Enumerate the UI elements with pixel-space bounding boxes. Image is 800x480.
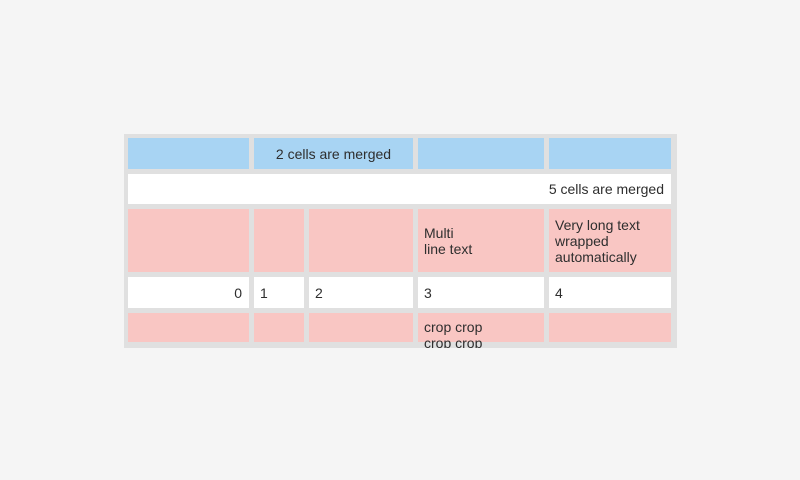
cell-merged-2cols[interactable]: 2 cells are merged xyxy=(254,138,413,169)
cell-cropped-text[interactable]: crop crop crop crop xyxy=(418,313,544,348)
cell-r5c2[interactable] xyxy=(254,313,304,342)
cell-value-3[interactable]: 3 xyxy=(418,277,544,308)
cell-merged-5cols[interactable]: 5 cells are merged xyxy=(128,174,671,204)
table-row-numbers: 0 1 2 3 4 xyxy=(128,277,673,308)
cell-value-4[interactable]: 4 xyxy=(549,277,671,308)
cell-r1c4[interactable] xyxy=(418,138,544,169)
cell-r1c5[interactable] xyxy=(549,138,671,169)
table-widget: 2 cells are merged 5 cells are merged Mu… xyxy=(124,134,677,348)
cell-r3c2[interactable] xyxy=(254,209,304,272)
cell-value-1[interactable]: 1 xyxy=(254,277,304,308)
table-row-multiline: Multi line text Very long text wrapped a… xyxy=(128,209,673,272)
cell-value-0[interactable]: 0 xyxy=(128,277,249,308)
cell-multiline-text[interactable]: Multi line text xyxy=(418,209,544,272)
cell-r5c5[interactable] xyxy=(549,313,671,342)
cell-r5c1[interactable] xyxy=(128,313,249,342)
table-row-merged: 5 cells are merged xyxy=(128,174,673,204)
table-row-header: 2 cells are merged xyxy=(128,138,673,169)
table-row-cropped: crop crop crop crop xyxy=(128,313,673,348)
cell-r5c3[interactable] xyxy=(309,313,413,342)
cell-wrapped-text[interactable]: Very long text wrapped automatically xyxy=(549,209,671,272)
cell-value-2[interactable]: 2 xyxy=(309,277,413,308)
cell-r1c1[interactable] xyxy=(128,138,249,169)
cell-r3c3[interactable] xyxy=(309,209,413,272)
cell-r3c1[interactable] xyxy=(128,209,249,272)
